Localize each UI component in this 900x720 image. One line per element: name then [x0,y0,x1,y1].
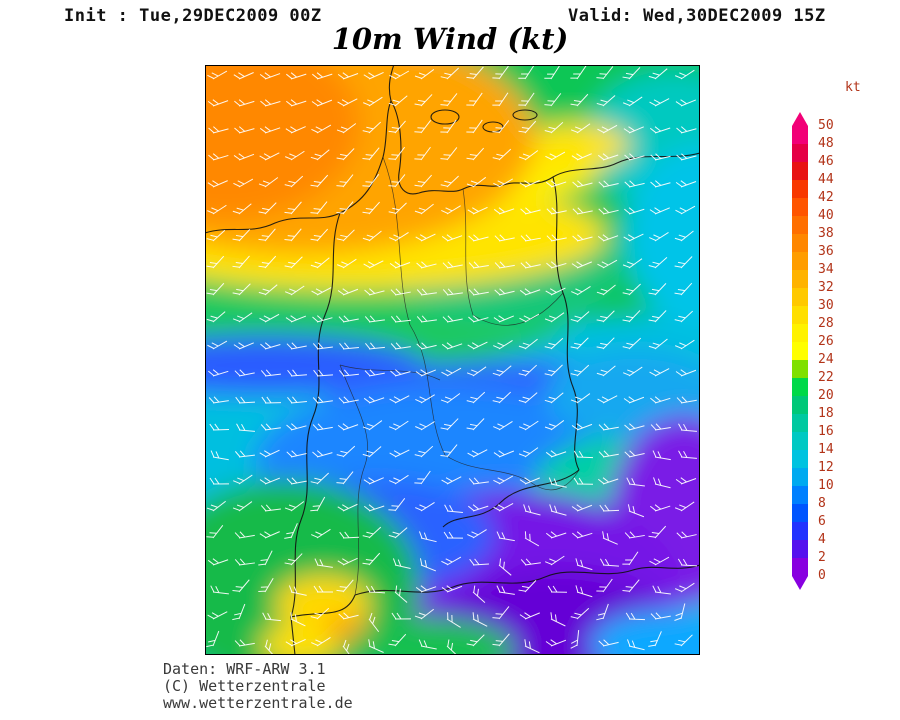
legend-tick-label: 6 [818,514,826,529]
legend-color-step [792,396,808,414]
footer-website-line: www.wetterzentrale.de [163,694,353,712]
legend-color-step [792,522,808,540]
legend-color-step [792,162,808,180]
legend-tick-label: 34 [818,262,834,277]
legend-arrow-top [792,112,808,126]
legend-tick-label: 36 [818,244,834,259]
legend-tick-label: 46 [818,154,834,169]
legend-color-step [792,450,808,468]
legend-color-step [792,144,808,162]
legend-color-step [792,252,808,270]
legend-color-step [792,234,808,252]
legend-color-step [792,288,808,306]
legend-tick-label: 4 [818,532,826,547]
legend-tick-label: 14 [818,442,834,457]
legend-tick-label: 40 [818,208,834,223]
legend-tick-label: 30 [818,298,834,313]
legend-tick-label: 26 [818,334,834,349]
legend-unit-label: kt [845,80,861,95]
legend-color-step [792,378,808,396]
wind-barbs-layer [206,65,698,655]
legend-color-step [792,558,808,576]
valid-time-label: Valid: Wed,30DEC2009 15Z [568,6,826,26]
legend-color-step [792,180,808,198]
legend-color-step [792,324,808,342]
legend-tick-label: 50 [818,118,834,133]
legend-color-step [792,198,808,216]
legend-tick-label: 42 [818,190,834,205]
footer-credits: Daten: WRF-ARW 3.1 (C) Wetterzentrale ww… [163,661,353,712]
legend-color-step [792,504,808,522]
legend-color-step [792,432,808,450]
legend-color-step [792,360,808,378]
wind-map [205,65,700,655]
legend-tick-label: 44 [818,172,834,187]
legend-tick-label: 8 [818,496,826,511]
legend-tick-label: 20 [818,388,834,403]
footer-model-line: Daten: WRF-ARW 3.1 [163,660,326,678]
map-frame [205,65,700,655]
legend-color-step [792,126,808,144]
legend-color-step [792,540,808,558]
legend-tick-label: 22 [818,370,834,385]
legend-tick-label: 18 [818,406,834,421]
legend-labels: 50 48 46 44 42 40 38 36 34 32 30 28 26 24 22 20 18 16 14 12… [818,118,848,583]
legend-tick-label: 24 [818,352,834,367]
legend-tick-label: 10 [818,478,834,493]
legend-tick-label: 16 [818,424,834,439]
footer-copyright-line: (C) Wetterzentrale [163,677,326,695]
legend-arrow-bottom [792,576,808,590]
legend-tick-label: 28 [818,316,834,331]
legend-tick-label: 12 [818,460,834,475]
legend-color-step [792,468,808,486]
legend-bar [792,126,808,576]
legend-tick-label: 32 [818,280,834,295]
legend-color-step [792,216,808,234]
legend-color-step [792,306,808,324]
country-borders [205,65,700,655]
legend-tick-label: 0 [818,568,826,583]
legend-tick-label: 48 [818,136,834,151]
legend-color-step [792,270,808,288]
legend-tick-label: 2 [818,550,826,565]
legend-color-step [792,414,808,432]
color-scale-legend: 50 48 46 44 42 40 38 36 34 32 30 28 26 24 22 20 18 16 14 12… [792,112,862,590]
chart-title: 10m Wind (kt) [331,22,569,56]
legend-color-step [792,342,808,360]
legend-color-step [792,486,808,504]
legend-tick-label: 38 [818,226,834,241]
wind-field-layer [205,65,700,655]
init-time-label: Init : Tue,29DEC2009 00Z [64,6,322,26]
